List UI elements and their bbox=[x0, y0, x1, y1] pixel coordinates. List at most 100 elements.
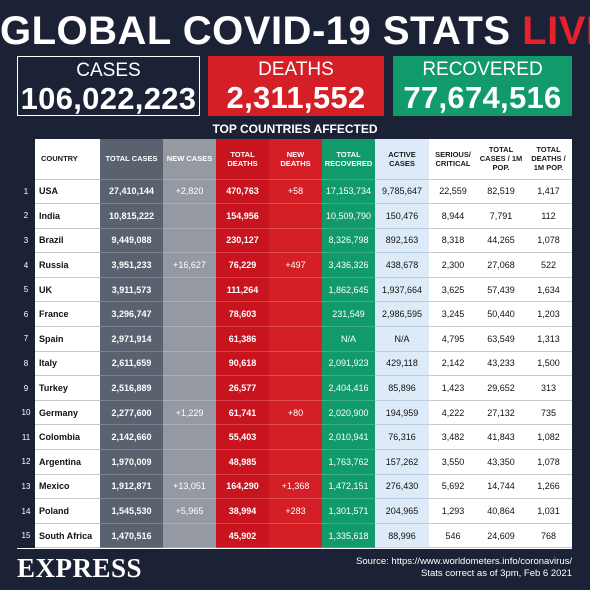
cell-total-cases: 2,142,660 bbox=[100, 424, 163, 451]
cell-new-deaths: +58 bbox=[269, 179, 322, 205]
cell-rank: 7 bbox=[17, 326, 35, 352]
cell-total-recovered: 1,335,618 bbox=[322, 523, 375, 549]
cell-cases-per-1m: 40,864 bbox=[477, 498, 525, 524]
cell-active-cases: N/A bbox=[375, 326, 429, 352]
table-row: 2 India 10,815,222 154,956 10,509,790 150,476… bbox=[17, 203, 572, 229]
cell-active-cases: 1,937,664 bbox=[375, 277, 429, 303]
cell-total-recovered: 2,091,923 bbox=[322, 351, 375, 377]
cell-new-cases bbox=[163, 351, 216, 377]
deaths-value: 2,311,552 bbox=[226, 80, 366, 115]
cell-active-cases: 2,986,595 bbox=[375, 301, 429, 328]
countries-table: COUNTRY TOTAL CASES NEW CASES TOTAL DEATHS N… bbox=[17, 139, 572, 549]
cell-deaths-per-1m: 1,634 bbox=[525, 277, 572, 303]
cell-country: India bbox=[35, 203, 100, 229]
cell-active-cases: 76,316 bbox=[375, 424, 429, 451]
cell-total-cases: 1,912,871 bbox=[100, 474, 163, 500]
column-header-cases-per-1m: TOTAL CASES / 1M POP. bbox=[477, 139, 525, 180]
cell-new-deaths: +497 bbox=[269, 252, 322, 278]
cell-total-deaths: 48,985 bbox=[216, 449, 269, 475]
cell-total-recovered: 2,020,900 bbox=[322, 400, 375, 426]
column-header-total-recovered: TOTAL RECOVERED bbox=[322, 139, 375, 180]
cell-cases-per-1m: 14,744 bbox=[477, 474, 525, 500]
cell-serious-critical: 22,559 bbox=[429, 179, 477, 205]
table-row: 8 Italy 2,611,659 90,618 2,091,923 429,118 2,1… bbox=[17, 351, 572, 377]
cell-new-cases: +2,820 bbox=[163, 179, 216, 205]
cell-cases-per-1m: 50,440 bbox=[477, 301, 525, 328]
cell-country: Colombia bbox=[35, 424, 100, 451]
cell-total-recovered: 1,763,762 bbox=[322, 449, 375, 475]
cell-total-recovered: 17,153,734 bbox=[322, 179, 375, 205]
cell-new-deaths bbox=[269, 351, 322, 377]
cell-new-cases: +16,627 bbox=[163, 252, 216, 278]
table-body: 1 USA 27,410,144 +2,820 470,763 +58 17,153,734… bbox=[17, 179, 572, 549]
cell-total-cases: 27,410,144 bbox=[100, 179, 163, 205]
cell-rank: 11 bbox=[17, 424, 35, 451]
cases-total-box: CASES 106,022,223 bbox=[17, 56, 200, 116]
cell-rank: 4 bbox=[17, 252, 35, 278]
cell-rank: 9 bbox=[17, 375, 35, 401]
deaths-total-box: DEATHS 2,311,552 bbox=[208, 56, 384, 116]
column-header-new-cases: NEW CASES bbox=[163, 139, 216, 180]
cell-new-deaths bbox=[269, 449, 322, 475]
cell-new-cases bbox=[163, 228, 216, 254]
cell-country: Brazil bbox=[35, 228, 100, 254]
table-row: 10 Germany 2,277,600 +1,229 61,741 +80 2,020,9… bbox=[17, 400, 572, 426]
cell-total-cases: 10,815,222 bbox=[100, 203, 163, 229]
cell-new-deaths bbox=[269, 277, 322, 303]
cell-total-recovered: 1,862,645 bbox=[322, 277, 375, 303]
cell-new-deaths bbox=[269, 228, 322, 254]
cases-value: 106,022,223 bbox=[20, 81, 197, 116]
cell-rank: 8 bbox=[17, 351, 35, 377]
cell-deaths-per-1m: 313 bbox=[525, 375, 572, 401]
cell-new-cases bbox=[163, 424, 216, 451]
cell-deaths-per-1m: 1,203 bbox=[525, 301, 572, 328]
table-row: 7 Spain 2,971,914 61,386 N/A N/A 4,795 63,549 1,… bbox=[17, 326, 572, 352]
express-logo: EXPRESS bbox=[17, 553, 143, 583]
table-row: 14 Poland 1,545,530 +5,965 38,994 +283 1,301,5… bbox=[17, 498, 572, 524]
cell-country: USA bbox=[35, 179, 100, 205]
cell-deaths-per-1m: 735 bbox=[525, 400, 572, 426]
cell-total-recovered: 2,010,941 bbox=[322, 424, 375, 451]
cell-rank: 13 bbox=[17, 474, 35, 500]
cell-active-cases: 150,476 bbox=[375, 203, 429, 229]
page-title: GLOBAL COVID-19 STATS LIVE bbox=[0, 8, 590, 54]
cell-cases-per-1m: 27,132 bbox=[477, 400, 525, 426]
title-main: GLOBAL COVID-19 STATS bbox=[0, 9, 511, 53]
cell-rank: 10 bbox=[17, 400, 35, 426]
cell-active-cases: 204,965 bbox=[375, 498, 429, 524]
table-subtitle: TOP COUNTRIES AFFECTED bbox=[212, 122, 378, 136]
cell-serious-critical: 546 bbox=[429, 523, 477, 549]
table-header-row: COUNTRY TOTAL CASES NEW CASES TOTAL DEATHS N… bbox=[17, 139, 572, 180]
column-header-total-deaths: TOTAL DEATHS bbox=[216, 139, 269, 180]
cell-total-deaths: 470,763 bbox=[216, 179, 269, 205]
cell-country: Turkey bbox=[35, 375, 100, 401]
cell-serious-critical: 3,245 bbox=[429, 301, 477, 328]
cell-new-cases bbox=[163, 203, 216, 229]
cell-rank: 12 bbox=[17, 449, 35, 475]
cell-cases-per-1m: 41,843 bbox=[477, 424, 525, 451]
cell-new-cases bbox=[163, 375, 216, 401]
cell-new-cases bbox=[163, 277, 216, 303]
cell-total-recovered: 1,472,151 bbox=[322, 474, 375, 500]
cell-total-cases: 9,449,088 bbox=[100, 228, 163, 254]
cell-total-cases: 3,911,573 bbox=[100, 277, 163, 303]
cell-new-cases bbox=[163, 449, 216, 475]
source-line-1: Source: https://www.worldometers.info/co… bbox=[356, 556, 572, 567]
cell-new-deaths bbox=[269, 523, 322, 549]
column-header-total-cases: TOTAL CASES bbox=[100, 139, 163, 180]
cell-new-deaths: +80 bbox=[269, 400, 322, 426]
cell-cases-per-1m: 27,068 bbox=[477, 252, 525, 278]
cell-rank: 1 bbox=[17, 179, 35, 205]
table-row: 3 Brazil 9,449,088 230,127 8,326,798 892,163 8… bbox=[17, 228, 572, 254]
source-line-2: Stats correct as of 3pm, Feb 6 2021 bbox=[420, 567, 572, 579]
cell-total-cases: 3,951,233 bbox=[100, 252, 163, 278]
cell-total-cases: 2,516,889 bbox=[100, 375, 163, 401]
column-header-deaths-per-1m: TOTAL DEATHS / 1M POP. bbox=[525, 139, 572, 180]
recovered-value: 77,674,516 bbox=[403, 80, 562, 115]
source-note: Source: https://www.worldometers.info/co… bbox=[356, 556, 572, 579]
cell-total-cases: 2,971,914 bbox=[100, 326, 163, 352]
cell-new-cases bbox=[163, 523, 216, 549]
cell-country: Argentina bbox=[35, 449, 100, 475]
table-row: 4 Russia 3,951,233 +16,627 76,229 +497 3,436,3… bbox=[17, 252, 572, 278]
cell-serious-critical: 8,318 bbox=[429, 228, 477, 254]
